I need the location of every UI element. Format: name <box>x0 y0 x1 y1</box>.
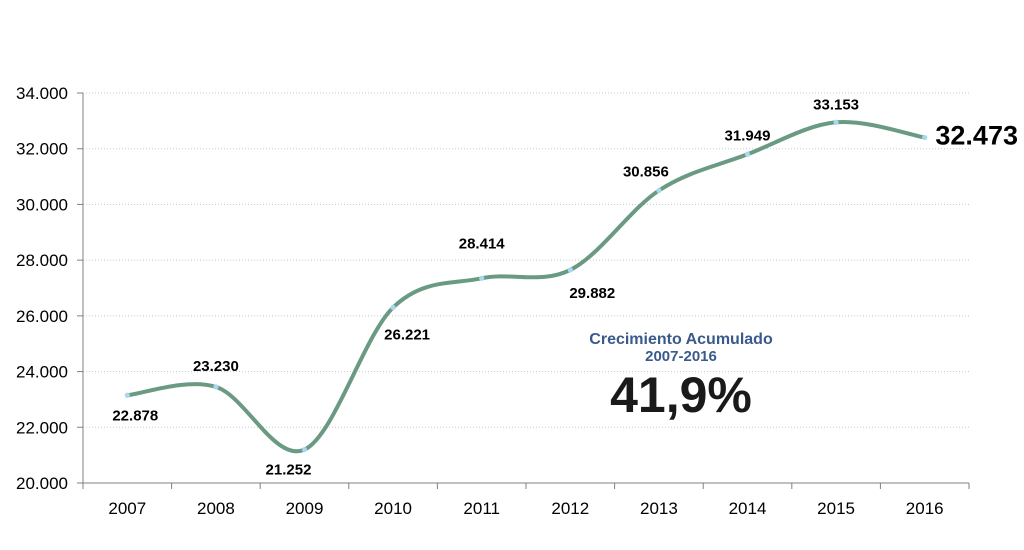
data-label: 29.882 <box>569 285 615 302</box>
y-tick-label: 24.000 <box>16 363 68 382</box>
data-point <box>124 392 130 398</box>
data-label: 32.473 <box>935 121 1018 151</box>
data-point <box>567 267 573 273</box>
data-label: 28.414 <box>459 235 506 252</box>
data-label: 30.856 <box>623 164 669 181</box>
y-tick-label: 30.000 <box>16 195 68 214</box>
annotation-value: 41,9% <box>610 367 752 423</box>
y-tick-label: 20.000 <box>16 474 68 493</box>
y-tick-label: 32.000 <box>16 140 68 159</box>
data-point <box>301 446 308 453</box>
x-tick-label: 2010 <box>374 499 412 518</box>
data-point <box>833 119 839 125</box>
data-labels: 22.878 23.230 21.252 26.221 28.414 29.882 30.8… <box>112 96 1018 478</box>
y-tick-label: 26.000 <box>16 307 68 326</box>
data-point <box>390 304 396 311</box>
x-tick-label: 2007 <box>108 499 146 518</box>
x-tick-label: 2008 <box>197 499 235 518</box>
data-point <box>922 134 928 141</box>
data-point <box>656 187 662 194</box>
y-tick-label: 22.000 <box>16 418 68 437</box>
y-tick-label: 28.000 <box>16 251 68 270</box>
data-label: 33.153 <box>813 96 859 113</box>
x-tick-label: 2016 <box>906 499 944 518</box>
gridlines <box>83 92 969 428</box>
x-tick-label: 2012 <box>551 499 589 518</box>
data-point <box>744 151 751 157</box>
x-tick-label: 2009 <box>286 499 324 518</box>
axes <box>82 93 969 484</box>
data-point <box>213 384 219 390</box>
annotation-subtitle: 2007-2016 <box>645 348 717 365</box>
y-tick-label: 34.000 <box>16 84 68 103</box>
growth-annotation: Crecimiento Acumulado 2007-2016 41,9% <box>589 331 773 423</box>
data-label: 26.221 <box>384 327 430 344</box>
x-axis-ticks: 2007 2008 2009 2010 2011 2012 2013 2014 2015 2016 <box>82 483 970 518</box>
data-label: 31.949 <box>725 127 771 144</box>
data-markers <box>124 119 928 453</box>
data-label: 23.230 <box>193 358 239 375</box>
x-tick-label: 2015 <box>817 499 855 518</box>
data-label: 21.252 <box>266 462 312 479</box>
y-axis-ticks: 20.000 22.000 24.000 26.000 28.000 30.000 32.0… <box>16 84 83 493</box>
series-line <box>125 119 927 454</box>
annotation-title: Crecimiento Acumulado <box>589 331 773 348</box>
data-point <box>479 275 485 281</box>
x-tick-label: 2011 <box>463 499 500 518</box>
x-tick-label: 2013 <box>640 499 678 518</box>
x-tick-label: 2014 <box>729 499 767 518</box>
data-label: 22.878 <box>112 407 158 424</box>
